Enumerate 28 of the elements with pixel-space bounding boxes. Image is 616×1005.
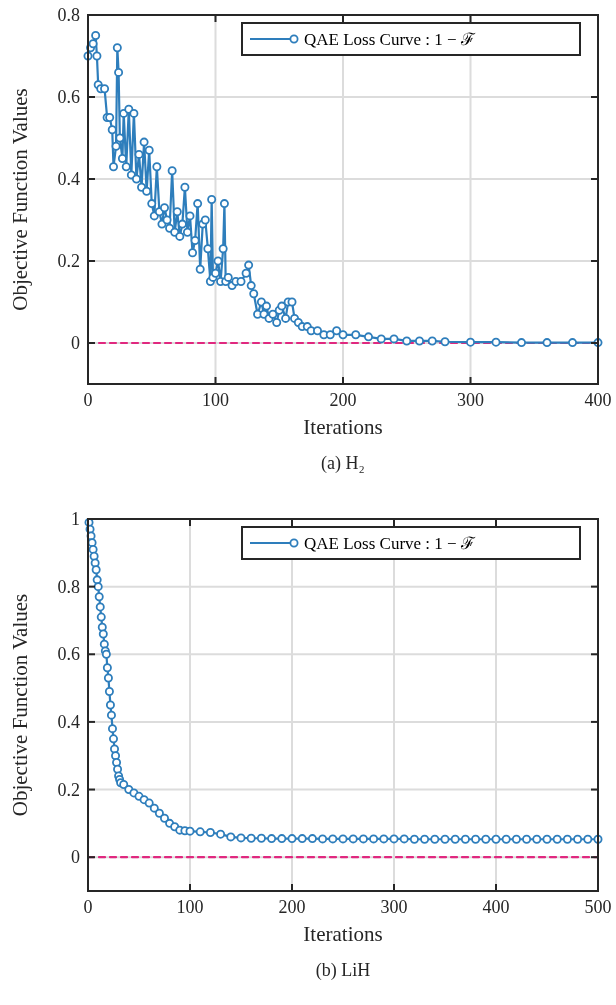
- y-tick-label: 0.2: [57, 251, 80, 271]
- y-tick-label: 0.4: [57, 169, 80, 189]
- x-tick-label: 400: [584, 390, 612, 410]
- x-tick-label: 300: [380, 897, 408, 917]
- y-tick-label: 0.8: [57, 576, 80, 597]
- y-axis-title: Objective Function Values: [8, 593, 32, 817]
- x-tick-label: 200: [329, 390, 357, 410]
- y-tick-label: 0.8: [57, 5, 80, 25]
- y-tick-label: 0.2: [57, 779, 80, 800]
- legend-label: QAE Loss Curve : 1 − ℱ: [304, 30, 476, 49]
- legend-label: QAE Loss Curve : 1 − ℱ: [304, 534, 476, 553]
- x-tick-label: 100: [176, 897, 204, 917]
- y-tick-label: 0: [71, 333, 80, 353]
- x-axis-title: Iterations: [303, 415, 383, 439]
- x-tick-label: 500: [584, 897, 612, 917]
- text: (b) LiH: [315, 960, 371, 981]
- x-tick-label: 200: [278, 897, 306, 917]
- y-tick-label: 0.6: [57, 644, 80, 665]
- y-tick-label: 1: [71, 509, 80, 529]
- x-tick-label: 400: [482, 897, 510, 917]
- x-tick-label: 300: [457, 390, 484, 410]
- x-axis-title: Iterations: [303, 922, 383, 946]
- y-tick-label: 0: [71, 847, 80, 868]
- x-tick-label: 100: [202, 390, 229, 410]
- y-tick-label: 0.4: [57, 711, 80, 732]
- y-tick-label: 0.6: [57, 87, 80, 107]
- text: (a) H₂: [321, 453, 365, 474]
- y-axis-title: Objective Function Values: [8, 88, 32, 311]
